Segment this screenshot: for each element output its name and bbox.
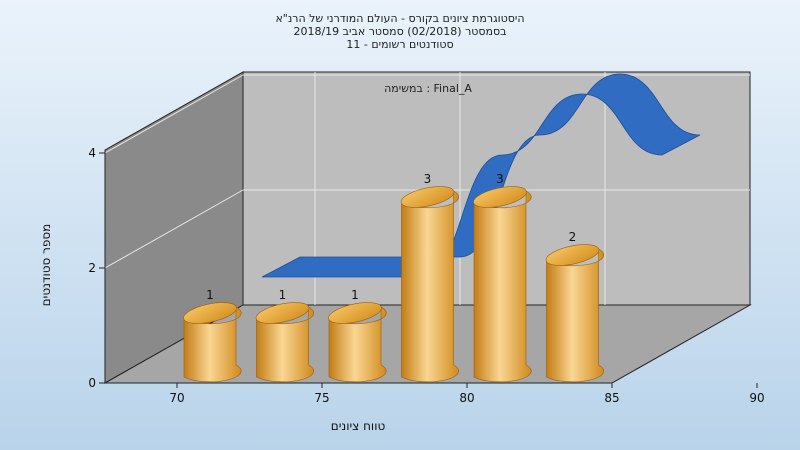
- title-line-1: היסטוגרמת ציונים בקורס - העולם המודרני ש…: [275, 12, 524, 25]
- data-label-4: 3: [496, 172, 504, 186]
- y-tick-label-2: 4: [88, 146, 96, 160]
- bar-top-5: [545, 244, 600, 266]
- y-tick-label-0: 0: [88, 376, 96, 390]
- data-labels: 1 1 1 3 3 2: [206, 172, 576, 302]
- bar-2: [328, 302, 387, 383]
- bar-body-0: [183, 306, 242, 383]
- data-label-0: 1: [206, 288, 214, 302]
- data-label-1: 1: [279, 288, 287, 302]
- bar-1: [255, 302, 315, 383]
- bar-body-4: [473, 190, 532, 383]
- bar-5: [545, 244, 605, 383]
- x-tick-label-0: 70: [169, 391, 184, 405]
- bar-body-3: [401, 190, 460, 383]
- bar-series: [183, 186, 605, 383]
- bar-body-2: [328, 306, 387, 383]
- title-line-3: סטודנטים רשומים - 11: [346, 38, 453, 51]
- x-axis: 707580859095: [105, 382, 765, 405]
- x-tick-label-3: 85: [604, 391, 619, 405]
- x-tick-label-4: 90: [749, 391, 764, 405]
- data-label-2: 1: [351, 288, 359, 302]
- x-tick-label-1: 75: [314, 391, 329, 405]
- bar-top-0: [183, 302, 237, 324]
- title-line-2: בסמסטר (02/2018) סמסטר אביב 2018/19: [293, 25, 506, 38]
- bar-0: [183, 302, 242, 383]
- y-axis: 0 2 4: [88, 146, 106, 390]
- chart-subtitle: במשימה : Final_A: [384, 82, 472, 95]
- grid-line-left-2: [104, 74, 244, 154]
- grid-line-left-1: [104, 189, 244, 269]
- bar-top-1: [255, 302, 310, 324]
- bar-body-5: [546, 248, 605, 383]
- data-label-5: 2: [569, 230, 577, 244]
- bar-top-2: [328, 302, 382, 324]
- y-axis-title: מספר סטודנטים: [39, 224, 53, 307]
- bar-4: [473, 186, 532, 383]
- bar-top-4: [473, 186, 527, 208]
- bar-body-1: [256, 306, 315, 383]
- y-tick-label-1: 2: [88, 261, 96, 275]
- x-axis-title: טווח ציונים: [331, 419, 386, 433]
- bar-3: [400, 186, 460, 383]
- x-tick-label-2: 80: [459, 391, 474, 405]
- chart-title: היסטוגרמת ציונים בקורס - העולם המודרני ש…: [275, 12, 524, 51]
- data-label-3: 3: [424, 172, 432, 186]
- bar-top-3: [400, 186, 455, 208]
